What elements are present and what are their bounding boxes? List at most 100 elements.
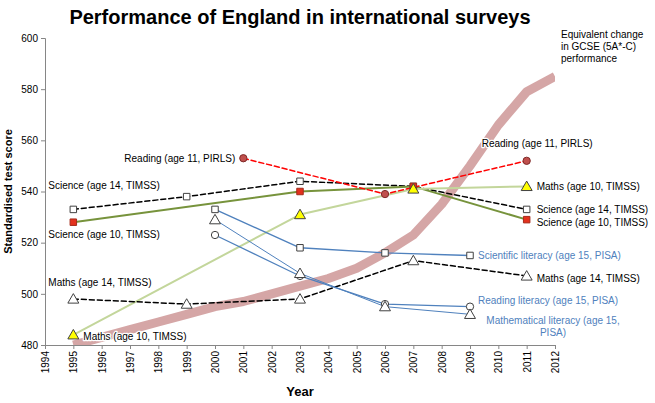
label-line: Reading (age 11, PIRLS) (482, 138, 593, 149)
label-line: PISA) (540, 327, 566, 338)
series-label: Reading (age 11, PIRLS) (124, 153, 235, 164)
tick-label: 2004 (323, 351, 334, 374)
tick: 2003 (295, 345, 306, 373)
label-line: in GCSE (5A*-C) (561, 41, 636, 52)
tick-label: 2011 (522, 351, 533, 373)
chart-title: Performance of England in international … (69, 6, 530, 28)
tick: 500 (21, 289, 45, 300)
tick: 1995 (68, 345, 79, 373)
tick: 480 (21, 340, 45, 351)
tick: 520 (21, 237, 45, 248)
marker (181, 299, 192, 308)
label-line: Maths (age 14, TIMSS) (537, 273, 640, 284)
tick-mark (41, 140, 45, 141)
marker (295, 209, 306, 218)
series-label: Maths (age 14, TIMSS) (48, 277, 151, 288)
series-label: Reading (age 11, PIRLS) (482, 138, 593, 149)
tick-mark (527, 345, 528, 349)
marker-group (212, 206, 473, 259)
tick-mark (555, 345, 556, 349)
series-label: Equivalent changein GCSE (5A*-C)performa… (561, 29, 644, 64)
tick-mark (357, 345, 358, 349)
tick-label: 540 (21, 186, 38, 197)
tick: 2002 (267, 345, 278, 373)
label-line: performance (561, 53, 618, 64)
marker (382, 250, 388, 256)
marker (297, 178, 303, 184)
series-line (215, 235, 470, 307)
tick: 2001 (238, 345, 249, 373)
tick: 1998 (153, 345, 164, 373)
tick: 540 (21, 186, 45, 197)
series-label: Science (age 14, TIMSS) (48, 180, 160, 191)
tick-label: 2005 (352, 351, 363, 374)
tick-label: 600 (21, 33, 38, 44)
marker (297, 188, 303, 194)
tick-mark (41, 294, 45, 295)
series-label: Science (age 10, TIMSS) (48, 229, 160, 240)
marker-group (211, 231, 473, 310)
tick-label: 520 (21, 237, 38, 248)
tick-mark (243, 345, 244, 349)
marker (523, 216, 529, 222)
tick: 1997 (125, 345, 136, 373)
tick: 600 (21, 33, 45, 44)
tick-mark (130, 345, 131, 349)
tick-mark (41, 89, 45, 90)
marker (523, 157, 530, 164)
label-line: Equivalent change (561, 29, 644, 40)
tick-label: 2009 (465, 351, 476, 374)
tick-label: 1999 (182, 351, 193, 374)
tick-label: 480 (21, 340, 38, 351)
tick-label: 2010 (493, 351, 504, 374)
tick-label: 1994 (40, 351, 51, 374)
label-line: Reading (age 11, PIRLS) (124, 153, 235, 164)
marker (381, 190, 388, 197)
marker (297, 245, 303, 251)
marker (68, 329, 79, 338)
tick: 2006 (380, 345, 391, 373)
series-label: Mathematical literacy (age 15,PISA) (486, 315, 619, 338)
tick-mark (300, 345, 301, 349)
tick-label: 2002 (267, 351, 278, 374)
series-label: Reading literacy (age 15, PISA) (478, 295, 618, 306)
tick-label: 2001 (238, 351, 249, 374)
tick-label: 2006 (380, 351, 391, 374)
marker (521, 271, 532, 280)
tick: 2010 (493, 345, 504, 373)
marker (408, 184, 419, 193)
tick-mark (158, 345, 159, 349)
tick-mark (41, 192, 45, 193)
tick-mark (385, 345, 386, 349)
tick-mark (470, 345, 471, 349)
series-line (73, 186, 526, 334)
marker (408, 255, 419, 264)
tick: 2007 (408, 345, 419, 373)
y-axis: 480 500 520 540 560 580 600 (21, 33, 45, 351)
axis-line (46, 346, 556, 350)
label-line: Mathematical literacy (age 15, (486, 315, 619, 326)
marker (70, 206, 76, 212)
series-line (215, 220, 470, 315)
axis-line (41, 39, 46, 346)
marker (70, 219, 76, 225)
marker (210, 214, 221, 223)
marker (467, 252, 473, 258)
tick: 2009 (465, 345, 476, 373)
tick-mark (498, 345, 499, 349)
marker (521, 181, 532, 190)
label-line: Maths (age 10, TIMSS) (537, 181, 640, 192)
tick-mark (73, 345, 74, 349)
tick-mark (272, 345, 273, 349)
tick: 2012 (550, 345, 561, 373)
marker (211, 231, 218, 238)
tick: 560 (21, 135, 45, 146)
label-line: Science (age 14, TIMSS) (48, 180, 160, 191)
tick-label: 1995 (68, 351, 79, 374)
x-axis: 1994199519961997199819992000200120022003… (40, 345, 561, 373)
tick-label: 580 (21, 84, 38, 95)
tick-label: 2003 (295, 351, 306, 374)
tick-label: 500 (21, 289, 38, 300)
series-line (243, 158, 526, 194)
label-line: Reading literacy (age 15, PISA) (478, 295, 618, 306)
